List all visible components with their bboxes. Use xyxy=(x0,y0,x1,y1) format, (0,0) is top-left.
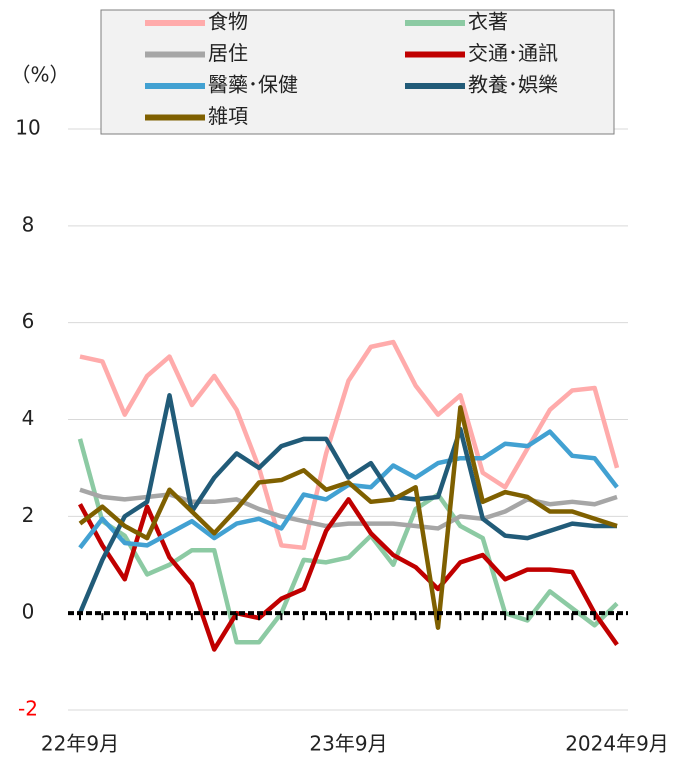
series-line xyxy=(79,339,620,551)
legend-label: 居住 xyxy=(208,41,248,65)
x-tick-label: 22年9月 xyxy=(41,732,119,756)
series-line xyxy=(78,497,619,652)
y-tick-label: 6 xyxy=(22,309,35,333)
legend-label: 雑項 xyxy=(208,104,248,128)
y-tick-label: 2 xyxy=(22,503,35,527)
legend-box xyxy=(100,9,615,135)
y-tick-label: 10 xyxy=(15,116,40,140)
y-tick-label: 4 xyxy=(22,406,35,430)
legend-label: 醫藥･保健 xyxy=(208,73,298,97)
x-tick-label: 23年9月 xyxy=(309,732,387,756)
y-tick-label: -2 xyxy=(18,697,38,721)
x-tick-label: 2024年9月 xyxy=(565,732,669,756)
legend-label: 食物 xyxy=(208,10,248,34)
series-line xyxy=(78,405,618,630)
y-tick-label: 0 xyxy=(22,600,35,624)
series-line xyxy=(77,393,617,615)
legend-label: 交通･通訊 xyxy=(468,41,558,65)
legend-label: 衣著 xyxy=(468,10,508,34)
y-tick-label: 8 xyxy=(22,212,35,236)
series-line xyxy=(77,438,619,645)
legend-label: 教養･娯樂 xyxy=(468,73,558,97)
y-axis-label: （%） xyxy=(10,63,69,87)
series-line xyxy=(78,429,619,550)
